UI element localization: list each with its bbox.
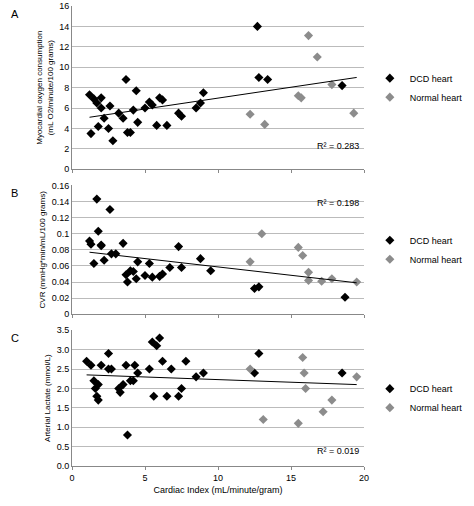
svg-text:6: 6 <box>64 103 69 113</box>
svg-text:1.0: 1.0 <box>57 422 70 432</box>
svg-text:0: 0 <box>69 473 74 483</box>
svg-text:3.0: 3.0 <box>57 345 70 355</box>
svg-text:14: 14 <box>59 22 69 32</box>
svg-text:Arterial Lactate (mmol/L): Arterial Lactate (mmol/L) <box>43 354 52 442</box>
svg-text:DCD heart: DCD heart <box>410 74 453 84</box>
svg-text:3.5: 3.5 <box>57 325 70 335</box>
svg-text:DCD heart: DCD heart <box>410 236 453 246</box>
svg-text:Normal heart: Normal heart <box>410 93 463 103</box>
svg-text:C: C <box>11 332 19 344</box>
svg-text:0.06: 0.06 <box>52 261 70 271</box>
svg-text:2.5: 2.5 <box>57 364 70 374</box>
svg-text:16: 16 <box>59 1 69 11</box>
svg-text:DCD heart: DCD heart <box>410 384 453 394</box>
svg-text:0.12: 0.12 <box>52 213 70 223</box>
svg-text:Normal heart: Normal heart <box>410 255 463 265</box>
svg-text:R² = 0.019: R² = 0.019 <box>317 446 359 456</box>
svg-text:2.0: 2.0 <box>57 384 70 394</box>
svg-text:A: A <box>11 8 19 20</box>
svg-text:1.5: 1.5 <box>57 403 70 413</box>
svg-text:12: 12 <box>59 42 69 52</box>
svg-text:0.1: 0.1 <box>57 229 70 239</box>
svg-text:Myocardial oxygen consumption(: Myocardial oxygen consumption(mL O2/minu… <box>35 31 54 145</box>
svg-text:10: 10 <box>213 473 223 483</box>
svg-text:Normal heart: Normal heart <box>410 403 463 413</box>
svg-text:0.14: 0.14 <box>52 197 70 207</box>
svg-text:Cardiac Index (mL/minute/gram): Cardiac Index (mL/minute/gram) <box>153 485 282 495</box>
svg-text:0: 0 <box>64 164 69 174</box>
svg-text:0.08: 0.08 <box>52 245 70 255</box>
svg-text:0.04: 0.04 <box>52 277 70 287</box>
svg-text:20: 20 <box>359 473 369 483</box>
svg-text:2: 2 <box>64 144 69 154</box>
svg-text:0.0: 0.0 <box>57 461 70 471</box>
svg-text:0: 0 <box>64 309 69 319</box>
svg-text:8: 8 <box>64 83 69 93</box>
svg-text:0.5: 0.5 <box>57 442 70 452</box>
svg-text:0.02: 0.02 <box>52 293 70 303</box>
svg-text:4: 4 <box>64 124 69 134</box>
svg-text:R² = 0.198: R² = 0.198 <box>317 198 359 208</box>
svg-text:R² = 0.283: R² = 0.283 <box>317 141 359 151</box>
svg-text:15: 15 <box>286 473 296 483</box>
svg-text:10: 10 <box>59 62 69 72</box>
svg-text:0.16: 0.16 <box>52 181 70 191</box>
svg-text:B: B <box>11 187 18 199</box>
svg-text:CVR (mmHg*min/mL/100 grams): CVR (mmHg*min/mL/100 grams) <box>38 191 47 309</box>
svg-text:5: 5 <box>142 473 147 483</box>
